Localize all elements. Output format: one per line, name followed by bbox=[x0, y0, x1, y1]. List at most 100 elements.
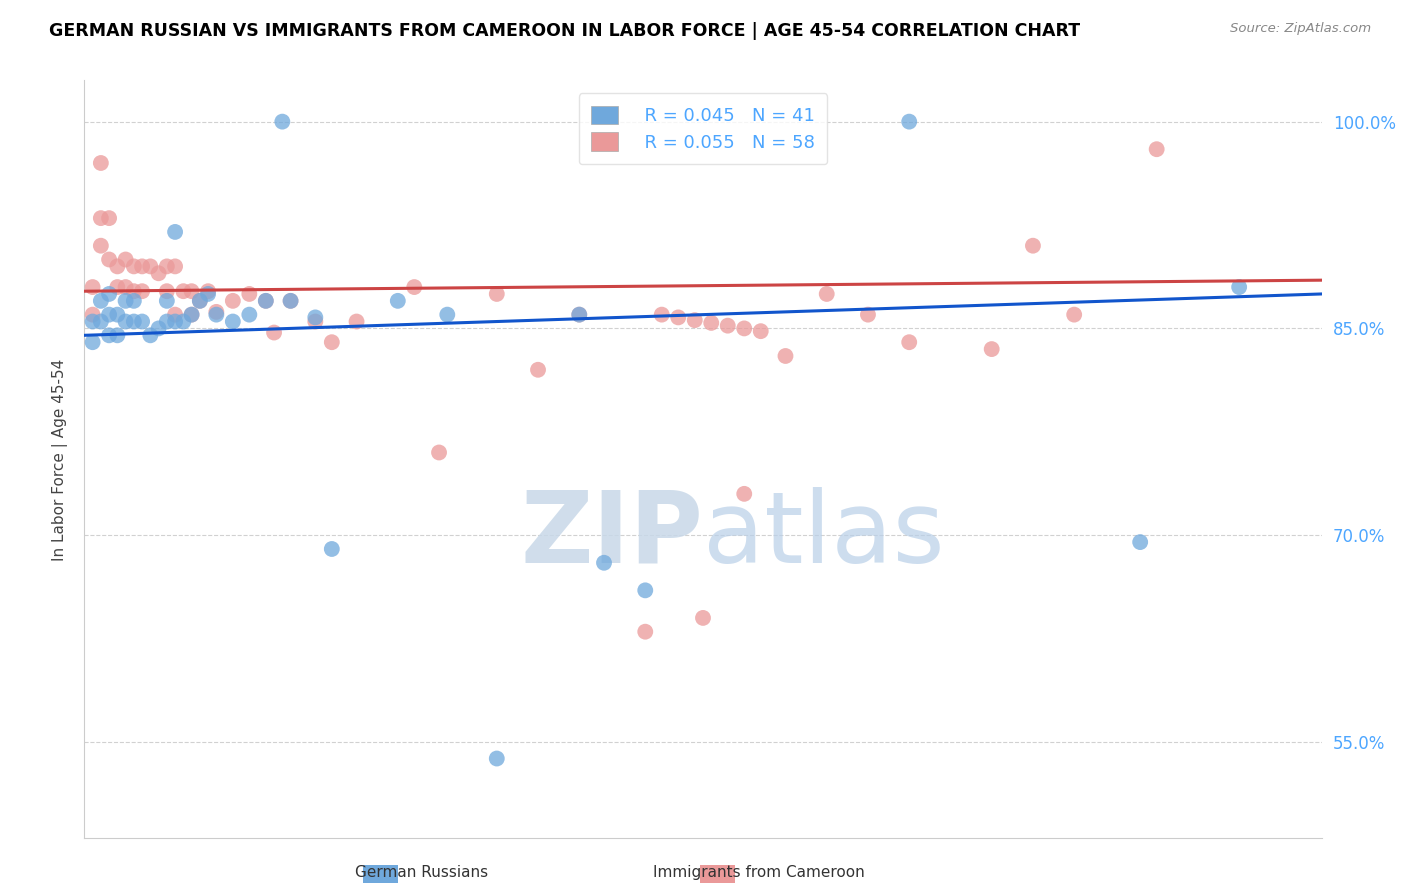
Point bbox=[90, 211, 112, 226]
Point bbox=[131, 284, 153, 298]
Point bbox=[205, 308, 228, 322]
Point bbox=[122, 284, 145, 298]
Text: GERMAN RUSSIAN VS IMMIGRANTS FROM CAMEROON IN LABOR FORCE | AGE 45-54 CORRELATIO: GERMAN RUSSIAN VS IMMIGRANTS FROM CAMERO… bbox=[49, 22, 1080, 40]
Point bbox=[98, 308, 121, 322]
Point bbox=[634, 624, 657, 639]
Point bbox=[1063, 308, 1085, 322]
Text: German Russians: German Russians bbox=[356, 865, 488, 880]
Point bbox=[122, 260, 145, 274]
Point bbox=[280, 293, 302, 308]
Point bbox=[114, 280, 136, 294]
Point bbox=[683, 313, 706, 327]
Point bbox=[90, 238, 112, 252]
Point bbox=[165, 260, 187, 274]
Point bbox=[188, 293, 211, 308]
Point bbox=[131, 314, 153, 328]
Point bbox=[114, 293, 136, 308]
Point bbox=[156, 284, 179, 298]
Point bbox=[593, 556, 616, 570]
Point bbox=[148, 321, 170, 335]
Point bbox=[197, 284, 219, 298]
Point bbox=[90, 314, 112, 328]
Point bbox=[651, 308, 673, 322]
Point bbox=[898, 114, 921, 128]
Point bbox=[898, 335, 921, 350]
Point bbox=[666, 310, 689, 325]
Point bbox=[815, 287, 838, 301]
Point bbox=[90, 293, 112, 308]
Point bbox=[692, 611, 714, 625]
Point bbox=[222, 293, 245, 308]
Point bbox=[733, 487, 755, 501]
Point bbox=[156, 314, 179, 328]
Point bbox=[105, 260, 128, 274]
Point bbox=[387, 293, 409, 308]
Point bbox=[980, 342, 1002, 356]
Text: ZIP: ZIP bbox=[520, 487, 703, 583]
Point bbox=[263, 326, 285, 340]
Point bbox=[436, 308, 458, 322]
Point bbox=[105, 280, 128, 294]
Point bbox=[139, 260, 162, 274]
Point bbox=[180, 308, 202, 322]
Point bbox=[321, 541, 343, 556]
Point bbox=[98, 252, 121, 267]
Point bbox=[122, 293, 145, 308]
Point bbox=[172, 314, 194, 328]
Point bbox=[733, 321, 755, 335]
Point bbox=[700, 316, 723, 330]
Point bbox=[165, 225, 187, 239]
Point bbox=[404, 280, 426, 294]
Point bbox=[131, 260, 153, 274]
Point bbox=[180, 284, 202, 298]
Text: atlas: atlas bbox=[703, 487, 945, 583]
Point bbox=[254, 293, 277, 308]
Point bbox=[82, 335, 104, 350]
Point bbox=[105, 308, 128, 322]
Point bbox=[180, 308, 202, 322]
Point bbox=[254, 293, 277, 308]
Point bbox=[114, 252, 136, 267]
Point bbox=[856, 308, 879, 322]
Point bbox=[139, 328, 162, 343]
Point bbox=[156, 260, 179, 274]
Point bbox=[527, 363, 550, 377]
Point bbox=[165, 314, 187, 328]
Text: Immigrants from Cameroon: Immigrants from Cameroon bbox=[654, 865, 865, 880]
Point bbox=[148, 266, 170, 280]
Point bbox=[749, 324, 772, 338]
Point bbox=[271, 114, 294, 128]
Point bbox=[775, 349, 797, 363]
Y-axis label: In Labor Force | Age 45-54: In Labor Force | Age 45-54 bbox=[52, 359, 69, 560]
Point bbox=[222, 314, 245, 328]
Point bbox=[321, 335, 343, 350]
Point bbox=[98, 211, 121, 226]
Point bbox=[238, 287, 260, 301]
Point bbox=[188, 293, 211, 308]
Point bbox=[165, 308, 187, 322]
Point bbox=[105, 328, 128, 343]
Point bbox=[82, 314, 104, 328]
Point bbox=[304, 310, 326, 325]
Point bbox=[634, 583, 657, 598]
Point bbox=[197, 287, 219, 301]
Point bbox=[122, 314, 145, 328]
Point bbox=[1129, 535, 1152, 549]
Point bbox=[90, 156, 112, 170]
Point bbox=[568, 308, 591, 322]
Point bbox=[1022, 238, 1045, 252]
Legend:   R = 0.045   N = 41,   R = 0.055   N = 58: R = 0.045 N = 41, R = 0.055 N = 58 bbox=[579, 93, 827, 164]
Point bbox=[172, 284, 194, 298]
Point bbox=[238, 308, 260, 322]
Point bbox=[280, 293, 302, 308]
Point bbox=[1227, 280, 1250, 294]
Point bbox=[205, 305, 228, 319]
Point bbox=[82, 280, 104, 294]
Point bbox=[98, 287, 121, 301]
Point bbox=[717, 318, 740, 333]
Point bbox=[346, 314, 368, 328]
Text: Source: ZipAtlas.com: Source: ZipAtlas.com bbox=[1230, 22, 1371, 36]
Point bbox=[304, 314, 326, 328]
Point bbox=[568, 308, 591, 322]
Point bbox=[114, 314, 136, 328]
